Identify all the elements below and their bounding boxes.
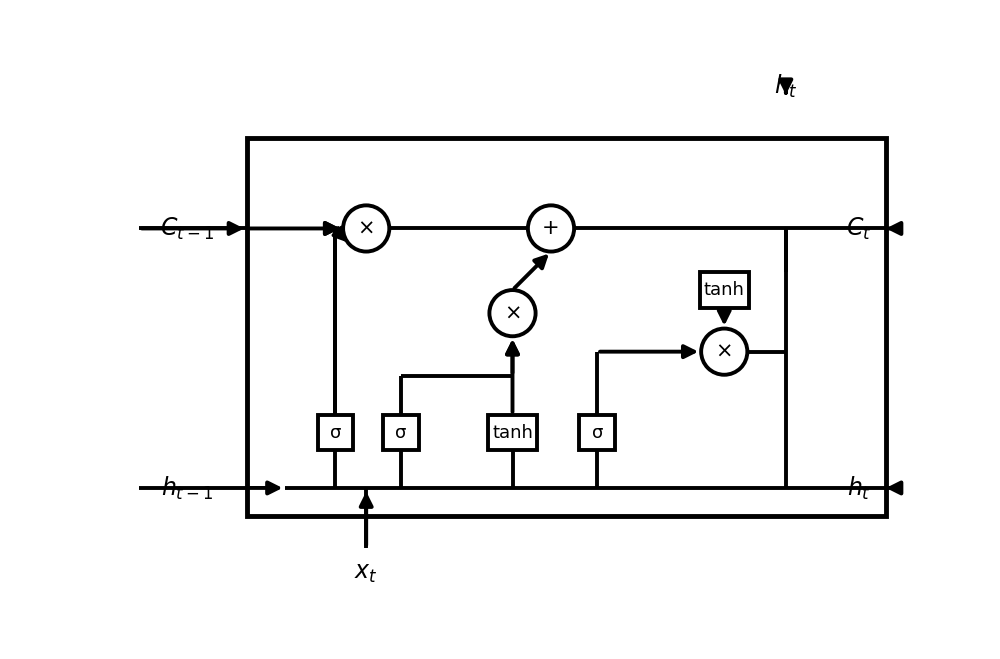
Bar (318, 415, 353, 450)
Text: $C_t$: $C_t$ (846, 215, 872, 242)
Bar (247, 138, 886, 516)
Circle shape (701, 329, 747, 375)
Text: σ: σ (395, 424, 407, 442)
Text: $h_t$: $h_t$ (847, 474, 871, 501)
Text: $h_{t-1}$: $h_{t-1}$ (161, 474, 214, 501)
Text: tanh: tanh (492, 424, 533, 442)
Text: tanh: tanh (704, 281, 745, 299)
Bar (579, 415, 615, 450)
Text: ×: × (716, 341, 733, 362)
Circle shape (528, 206, 574, 252)
Bar (488, 415, 537, 450)
Bar (700, 272, 749, 308)
Circle shape (343, 206, 389, 252)
Text: $C_{t-1}$: $C_{t-1}$ (160, 215, 215, 242)
Text: +: + (542, 219, 560, 239)
Text: σ: σ (330, 424, 341, 442)
Text: $x_t$: $x_t$ (354, 561, 378, 585)
Text: σ: σ (592, 424, 603, 442)
Text: $h_t$: $h_t$ (774, 72, 798, 100)
Bar (383, 415, 419, 450)
Text: ×: × (357, 219, 375, 239)
Text: ×: × (504, 303, 521, 323)
Circle shape (489, 290, 536, 336)
